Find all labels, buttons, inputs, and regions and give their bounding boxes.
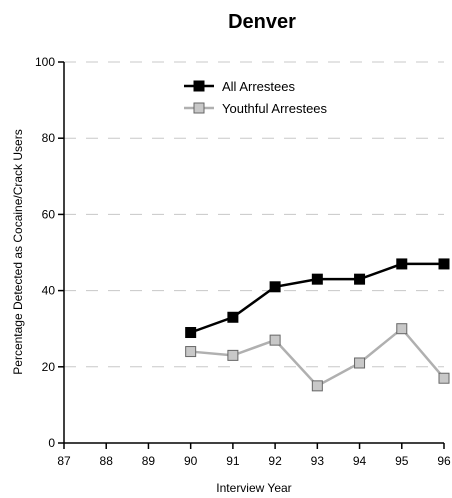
data-point: [185, 346, 197, 358]
data-point: [269, 334, 281, 346]
legend-label: All Arrestees: [222, 79, 295, 94]
axes: [63, 62, 444, 444]
data-point: [354, 273, 366, 285]
chart-title: Denver: [228, 11, 296, 33]
grid: [64, 61, 444, 368]
data-point: [227, 311, 239, 323]
legend-marker: [193, 102, 205, 114]
x-tick-label: 87: [57, 454, 71, 468]
legend-label: Youthful Arrestees: [222, 101, 328, 116]
x-axis-ticks: 87 88 89 90 91 92 93 94 95 96: [57, 443, 451, 468]
x-tick-label: 95: [395, 454, 409, 468]
x-tick-label: 96: [437, 454, 451, 468]
y-axis-label: Percentage Detected as Cocaine/Crack Use…: [11, 129, 25, 374]
series: [185, 323, 450, 392]
y-tick-label: 40: [42, 284, 56, 298]
y-axis-ticks: 0 20 40 60 80 100: [35, 55, 64, 450]
x-tick-label: 90: [184, 454, 198, 468]
y-tick-label: 100: [35, 55, 55, 69]
data-point: [227, 349, 239, 361]
x-tick-label: 88: [100, 454, 114, 468]
data-point: [311, 273, 323, 285]
legend-item: All Arrestees: [184, 79, 295, 94]
x-tick-label: 89: [142, 454, 156, 468]
x-tick-label: 93: [311, 454, 325, 468]
data-point: [185, 327, 197, 339]
y-tick-label: 80: [42, 131, 56, 145]
data-point: [438, 258, 450, 270]
data-point: [311, 380, 323, 392]
data-point: [269, 281, 281, 293]
data-point: [438, 372, 450, 384]
legend: All Arrestees Youthful Arrestees: [184, 79, 328, 116]
legend-item: Youthful Arrestees: [184, 101, 328, 116]
data-point: [396, 258, 408, 270]
x-tick-label: 94: [353, 454, 367, 468]
x-tick-label: 91: [226, 454, 240, 468]
y-tick-label: 0: [48, 436, 55, 450]
legend-marker: [193, 80, 205, 92]
data-point: [396, 323, 408, 335]
y-tick-label: 60: [42, 207, 56, 221]
data-point: [354, 357, 366, 369]
x-tick-label: 92: [268, 454, 282, 468]
series: [185, 258, 450, 339]
series-lines: [185, 258, 450, 392]
x-axis-label: Interview Year: [216, 481, 291, 495]
y-tick-label: 20: [42, 360, 56, 374]
